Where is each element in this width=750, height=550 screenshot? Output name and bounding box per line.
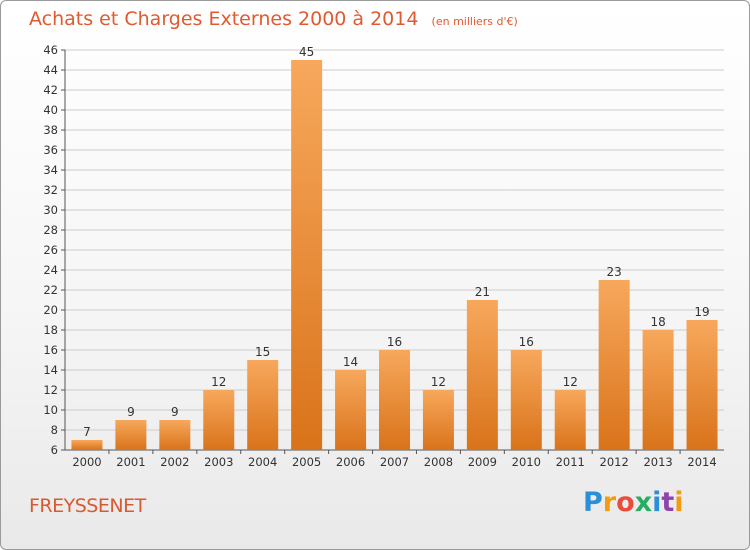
bar-2009	[466, 300, 498, 450]
bar-2011	[554, 390, 586, 450]
y-tick-label: 36	[43, 143, 58, 157]
y-tick-label: 12	[43, 383, 58, 397]
bar-2008	[422, 390, 454, 450]
y-tick-label: 42	[43, 83, 58, 97]
logo-letter: i	[674, 487, 684, 518]
y-tick-label: 22	[43, 283, 58, 297]
x-tick-labels: 2000 2001 2002 2003 2004 2005 2006 2007 2008 2009…	[72, 455, 716, 469]
y-tick-label: 40	[43, 103, 58, 117]
y-tick-label: 6	[51, 443, 58, 457]
value-label-2004: 15	[255, 345, 270, 359]
y-tick-label: 10	[43, 403, 58, 417]
value-label-2001: 9	[127, 405, 135, 419]
value-label-2008: 12	[431, 375, 446, 389]
bar-2003	[203, 390, 235, 450]
x-tick-label-2002: 2002	[160, 455, 189, 469]
value-label-2011: 12	[563, 375, 578, 389]
y-tick-label: 46	[43, 43, 58, 57]
y-tick-label: 16	[43, 343, 58, 357]
y-tick-label: 20	[43, 303, 58, 317]
bar-2004	[247, 360, 279, 450]
value-label-2013: 18	[650, 315, 665, 329]
value-label-2003: 12	[211, 375, 226, 389]
value-label-2000: 7	[83, 425, 91, 439]
x-tick-label-2005: 2005	[292, 455, 321, 469]
y-tick-labels: 6 8 10 12 14 16 18 20 22 24 26 28 30 32 34 36 38 40 42 44 46	[43, 43, 58, 457]
x-tick-label-2000: 2000	[72, 455, 101, 469]
y-tick-label: 18	[43, 323, 58, 337]
x-tick-label-2006: 2006	[336, 455, 365, 469]
proxiti-logo[interactable]: Proxiti	[583, 487, 684, 518]
bars	[71, 60, 718, 450]
x-tick-label-2007: 2007	[380, 455, 409, 469]
x-tick-label-2001: 2001	[116, 455, 145, 469]
logo-letter: P	[583, 487, 603, 518]
x-tick-label-2012: 2012	[600, 455, 629, 469]
y-tick-label: 28	[43, 223, 58, 237]
title-row: Achats et Charges Externes 2000 à 2014 (…	[29, 8, 518, 30]
y-tick-label: 34	[43, 163, 58, 177]
chart-title: Achats et Charges Externes 2000 à 2014	[29, 8, 419, 30]
y-tick-label: 30	[43, 203, 58, 217]
logo-letter: t	[661, 487, 675, 518]
logo-letter: o	[616, 487, 635, 518]
commune-name: FREYSSENET	[29, 495, 146, 517]
chart-subtitle: (en milliers d'€)	[431, 15, 518, 28]
x-tick-label-2011: 2011	[556, 455, 585, 469]
y-tick-label: 24	[43, 263, 58, 277]
bar-2001	[115, 420, 147, 450]
value-label-2009: 21	[475, 285, 490, 299]
value-label-2010: 16	[519, 335, 534, 349]
value-label-2005: 45	[299, 45, 314, 59]
bar-2000	[71, 440, 103, 450]
x-tick-label-2003: 2003	[204, 455, 233, 469]
logo-letter: i	[652, 487, 662, 518]
value-label-2007: 16	[387, 335, 402, 349]
x-tick-label-2010: 2010	[512, 455, 541, 469]
bar-2012	[598, 280, 630, 450]
x-tick-label-2008: 2008	[424, 455, 453, 469]
value-label-2006: 14	[343, 355, 358, 369]
y-tick-label: 14	[43, 363, 58, 377]
y-tick-label: 38	[43, 123, 58, 137]
y-tick-label: 44	[43, 63, 58, 77]
logo-letter: x	[634, 487, 653, 518]
bar-2007	[379, 350, 410, 450]
value-label-2012: 23	[607, 265, 622, 279]
bar-2005	[291, 60, 323, 450]
bar-2014	[686, 320, 718, 450]
value-labels: 7 9 9 12 15 45 14 16 12 21 16 12 23 18 19	[83, 45, 710, 439]
x-tick-label-2009: 2009	[468, 455, 497, 469]
y-tick-label: 26	[43, 243, 58, 257]
x-tick-label-2004: 2004	[248, 455, 277, 469]
value-label-2014: 19	[694, 305, 709, 319]
bar-2002	[159, 420, 191, 450]
x-tick-label-2013: 2013	[643, 455, 672, 469]
y-tick-label: 32	[43, 183, 58, 197]
bar-2006	[335, 370, 367, 450]
y-tick-label: 8	[51, 423, 58, 437]
bar-2010	[510, 350, 542, 450]
bar-2013	[642, 330, 674, 450]
logo-letter: r	[602, 487, 617, 518]
x-tick-label-2014: 2014	[687, 455, 716, 469]
value-label-2002: 9	[171, 405, 179, 419]
